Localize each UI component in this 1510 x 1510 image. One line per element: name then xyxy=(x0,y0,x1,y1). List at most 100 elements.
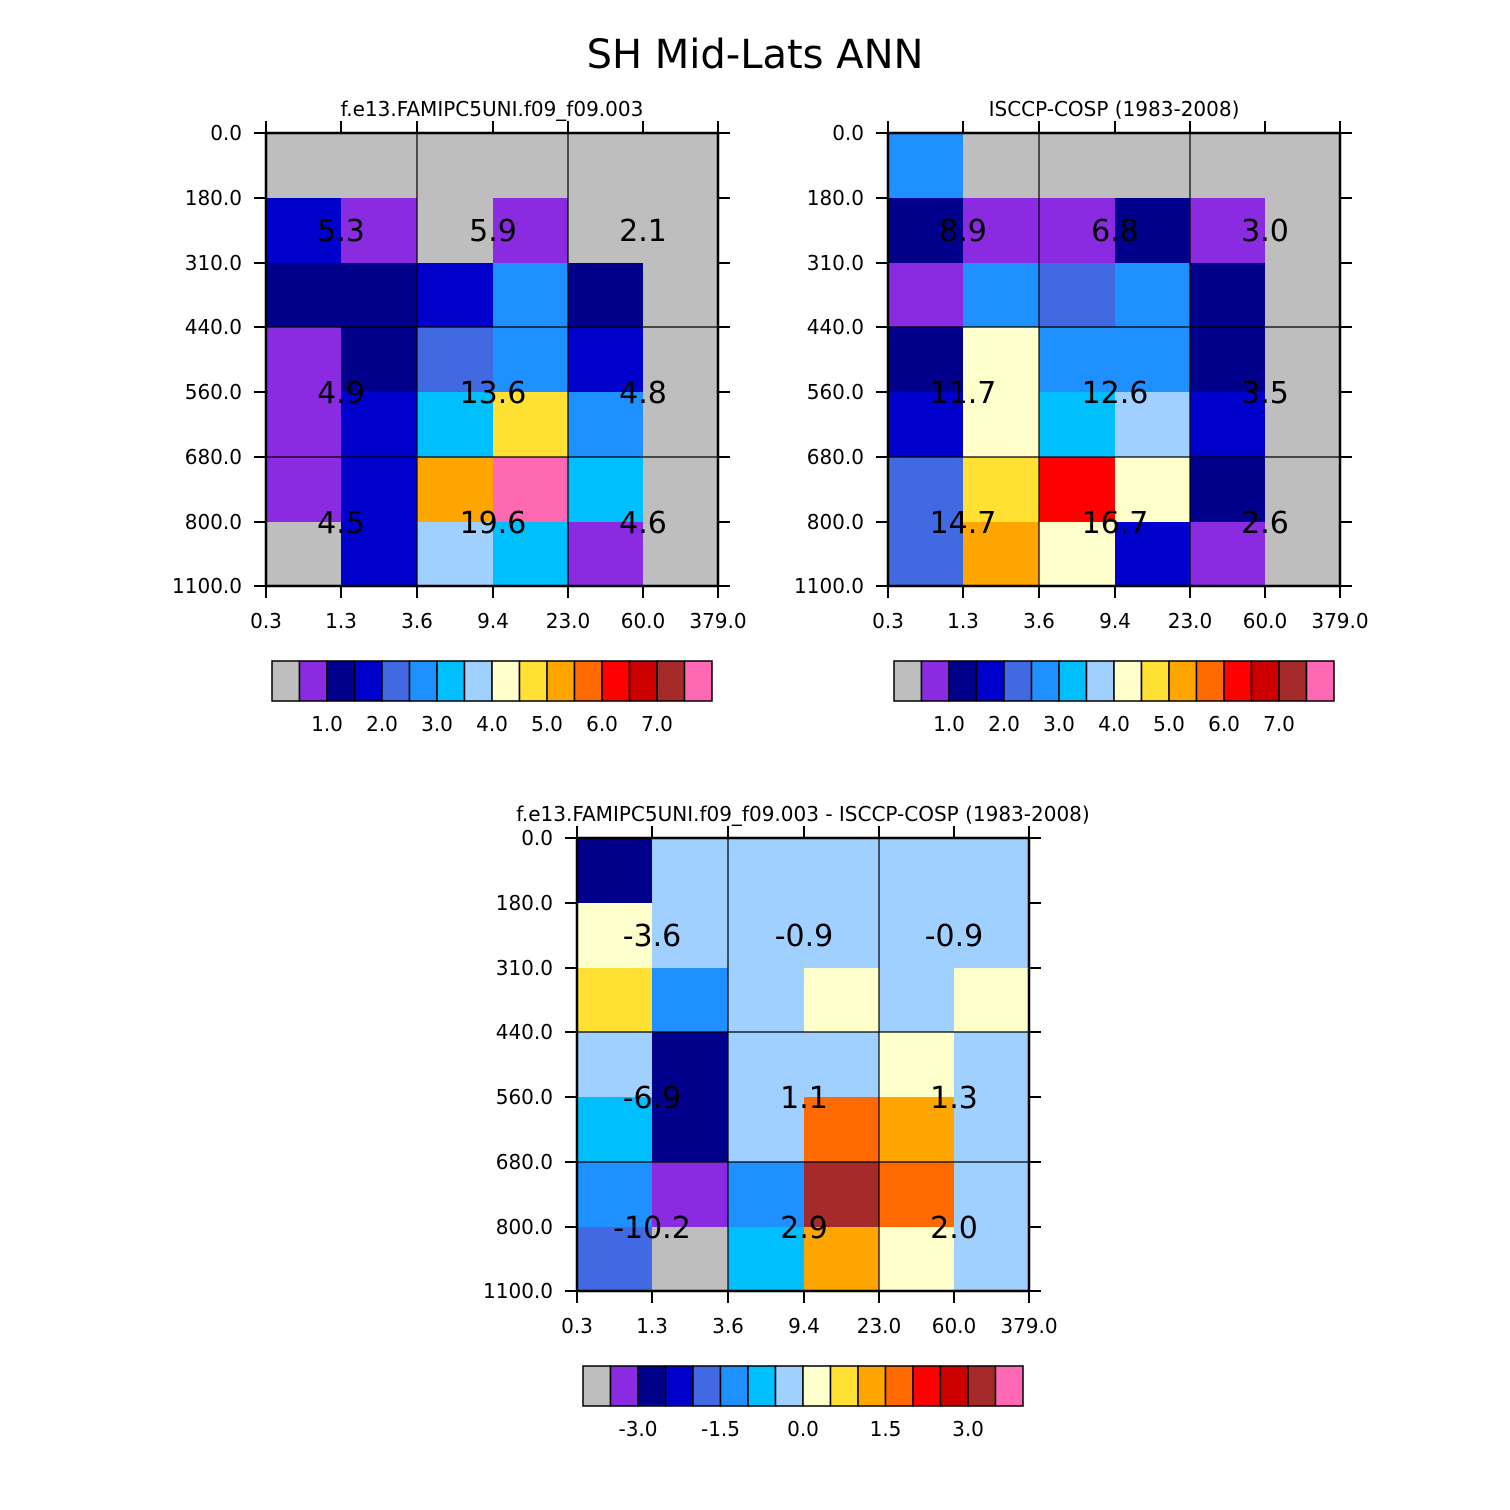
panel-obs-colorbar-label: 7.0 xyxy=(1263,712,1295,736)
panel-model-axes: 0.3 1.3 3.6 9.4 23.0 60.0 379.0 0.0 180.0 310.0 44… xyxy=(172,121,747,633)
panel-obs-colorbar-swatch xyxy=(1278,660,1308,702)
panel-diff-y-tick-label: 0.0 xyxy=(521,826,553,850)
panel-model-cell xyxy=(643,457,719,523)
panel-diff-colorbar-swatch xyxy=(829,1365,859,1407)
panel-diff-colorbar-swatch xyxy=(719,1365,749,1407)
panel-model-colorbar-label: 6.0 xyxy=(586,712,618,736)
panel-obs-cell xyxy=(963,263,1040,328)
panel-model-cell xyxy=(266,133,342,199)
panel-diff-cell xyxy=(954,903,1030,969)
panel-diff-cell xyxy=(577,1097,653,1163)
panel-diff-y-tick-label: 180.0 xyxy=(496,891,553,915)
panel-obs-cell xyxy=(1115,198,1191,264)
panel-model-colorbar-swatch xyxy=(683,660,713,702)
panel-diff-cell xyxy=(728,1032,805,1098)
panel-obs-cell xyxy=(1265,263,1341,328)
panel-model-value-label: 5.3 xyxy=(317,214,365,249)
panel-obs-colorbar-label: 3.0 xyxy=(1043,712,1075,736)
panel-model-value-label: 2.1 xyxy=(619,214,667,249)
panel-model-cell xyxy=(568,198,644,264)
panel-diff-cell xyxy=(804,1227,880,1292)
panel-diff-colorbar-label: 0.0 xyxy=(787,1417,819,1441)
panel-diff-cell xyxy=(728,838,805,904)
panel-model-colorbar-swatch xyxy=(298,660,328,702)
panel-obs-x-tick-label: 60.0 xyxy=(1243,609,1288,633)
panel-model-cell xyxy=(643,198,719,264)
panel-model-cell xyxy=(568,457,644,523)
panel-model-colorbar-swatch xyxy=(463,660,493,702)
panel-obs-colorbar-swatch xyxy=(1085,660,1115,702)
panel-obs-cell xyxy=(963,392,1040,458)
panel-obs-colorbar-label: 5.0 xyxy=(1153,712,1185,736)
panel-obs: ISCCP-COSP (1983-2008) 0.3 1.3 3.6 9.4 23.0 6… xyxy=(794,97,1369,736)
panel-diff-annotations: -3.6 -0.9 -0.9 -6.9 1.1 1.3 -10.2 2.9 2.0 xyxy=(613,919,983,1246)
panel-diff-colorbar-label: 1.5 xyxy=(870,1417,902,1441)
panel-obs-value-label: 16.7 xyxy=(1082,506,1149,541)
panel-obs-y-tick-label: 440.0 xyxy=(807,315,864,339)
panel-obs-cell xyxy=(1190,392,1266,458)
panel-model-y-tick-label: 0.0 xyxy=(210,121,242,145)
panel-obs-y-tick-label: 310.0 xyxy=(807,251,864,275)
panel-diff-value-label: 2.0 xyxy=(930,1211,978,1246)
panel-model-cell xyxy=(417,263,494,328)
panel-diff-cell xyxy=(652,968,729,1033)
panel-model-colorbar-label: 5.0 xyxy=(531,712,563,736)
panel-diff-x-tick-label: 379.0 xyxy=(1000,1314,1057,1338)
panel-model-cell xyxy=(493,327,569,393)
panel-model-value-label: 13.6 xyxy=(460,376,527,411)
panel-obs-colorbar-swatch xyxy=(1030,660,1060,702)
panel-model-cell xyxy=(341,133,418,199)
panel-obs-cell xyxy=(1190,198,1266,264)
panel-obs-cell xyxy=(1265,522,1341,587)
panel-diff-y-tick-label: 800.0 xyxy=(496,1215,553,1239)
panel-obs-y-tick-label: 1100.0 xyxy=(794,574,864,598)
panel-obs-cell xyxy=(1039,457,1116,523)
panel-obs-x-tick-label: 3.6 xyxy=(1023,609,1055,633)
panel-obs-title: ISCCP-COSP (1983-2008) xyxy=(989,97,1240,121)
panel-model-y-tick-label: 440.0 xyxy=(185,315,242,339)
panel-diff: f.e13.FAMIPC5UNI.f09_f09.003 - ISCCP-COS… xyxy=(483,802,1090,1441)
panel-obs-cell xyxy=(1115,522,1191,587)
panel-diff-cell xyxy=(879,1097,955,1163)
panel-diff-value-label: 2.9 xyxy=(780,1211,828,1246)
panel-obs-x-tick-label: 379.0 xyxy=(1311,609,1368,633)
panel-model-cell xyxy=(341,522,418,587)
panel-obs-cell xyxy=(888,133,964,199)
panel-obs-colorbar-swatch xyxy=(893,660,923,702)
panel-model-colorbar-label: 3.0 xyxy=(421,712,453,736)
panel-obs-cell xyxy=(1190,457,1266,523)
panel-obs-cell xyxy=(1265,133,1341,199)
panel-obs-cell xyxy=(963,522,1040,587)
panel-diff-value-label: -3.6 xyxy=(623,919,682,954)
panel-obs-cell xyxy=(1115,133,1191,199)
panel-model-cell xyxy=(417,522,494,587)
panel-diff-cell xyxy=(652,1032,729,1098)
panel-diff-cell xyxy=(652,838,729,904)
panel-obs-cell xyxy=(1115,327,1191,393)
panel-model-cell xyxy=(493,133,569,199)
panel-diff-cell xyxy=(954,968,1030,1033)
panel-model-value-label: 4.5 xyxy=(317,506,365,541)
panel-model-cell xyxy=(643,522,719,587)
panel-obs-cell xyxy=(1115,457,1191,523)
panel-model-y-tick-label: 1100.0 xyxy=(172,574,242,598)
panel-diff-colorbar-swatch xyxy=(967,1365,997,1407)
panel-diff-cell xyxy=(954,1227,1030,1292)
panel-model-colorbar-swatch xyxy=(271,660,301,702)
panel-diff-cell xyxy=(804,968,880,1033)
panel-obs-cell xyxy=(1265,327,1341,393)
panel-model-cell xyxy=(643,263,719,328)
panel-obs-x-tick-label: 23.0 xyxy=(1168,609,1213,633)
panel-model-x-tick-label: 1.3 xyxy=(325,609,357,633)
panel-obs-colorbar-label: 6.0 xyxy=(1208,712,1240,736)
panel-diff-value-label: -6.9 xyxy=(623,1081,682,1116)
panel-diff-colorbar-swatch xyxy=(802,1365,832,1407)
panel-obs-y-tick-label: 0.0 xyxy=(832,121,864,145)
panel-diff-colorbar-label: -3.0 xyxy=(618,1417,657,1441)
panel-diff-cell xyxy=(652,1227,729,1292)
panel-diff-cell xyxy=(577,1162,653,1228)
panel-model-cell xyxy=(266,457,342,523)
panel-diff-cell xyxy=(954,1032,1030,1098)
panel-diff-y-tick-label: 440.0 xyxy=(496,1020,553,1044)
panel-obs-colorbar-swatch xyxy=(1140,660,1170,702)
